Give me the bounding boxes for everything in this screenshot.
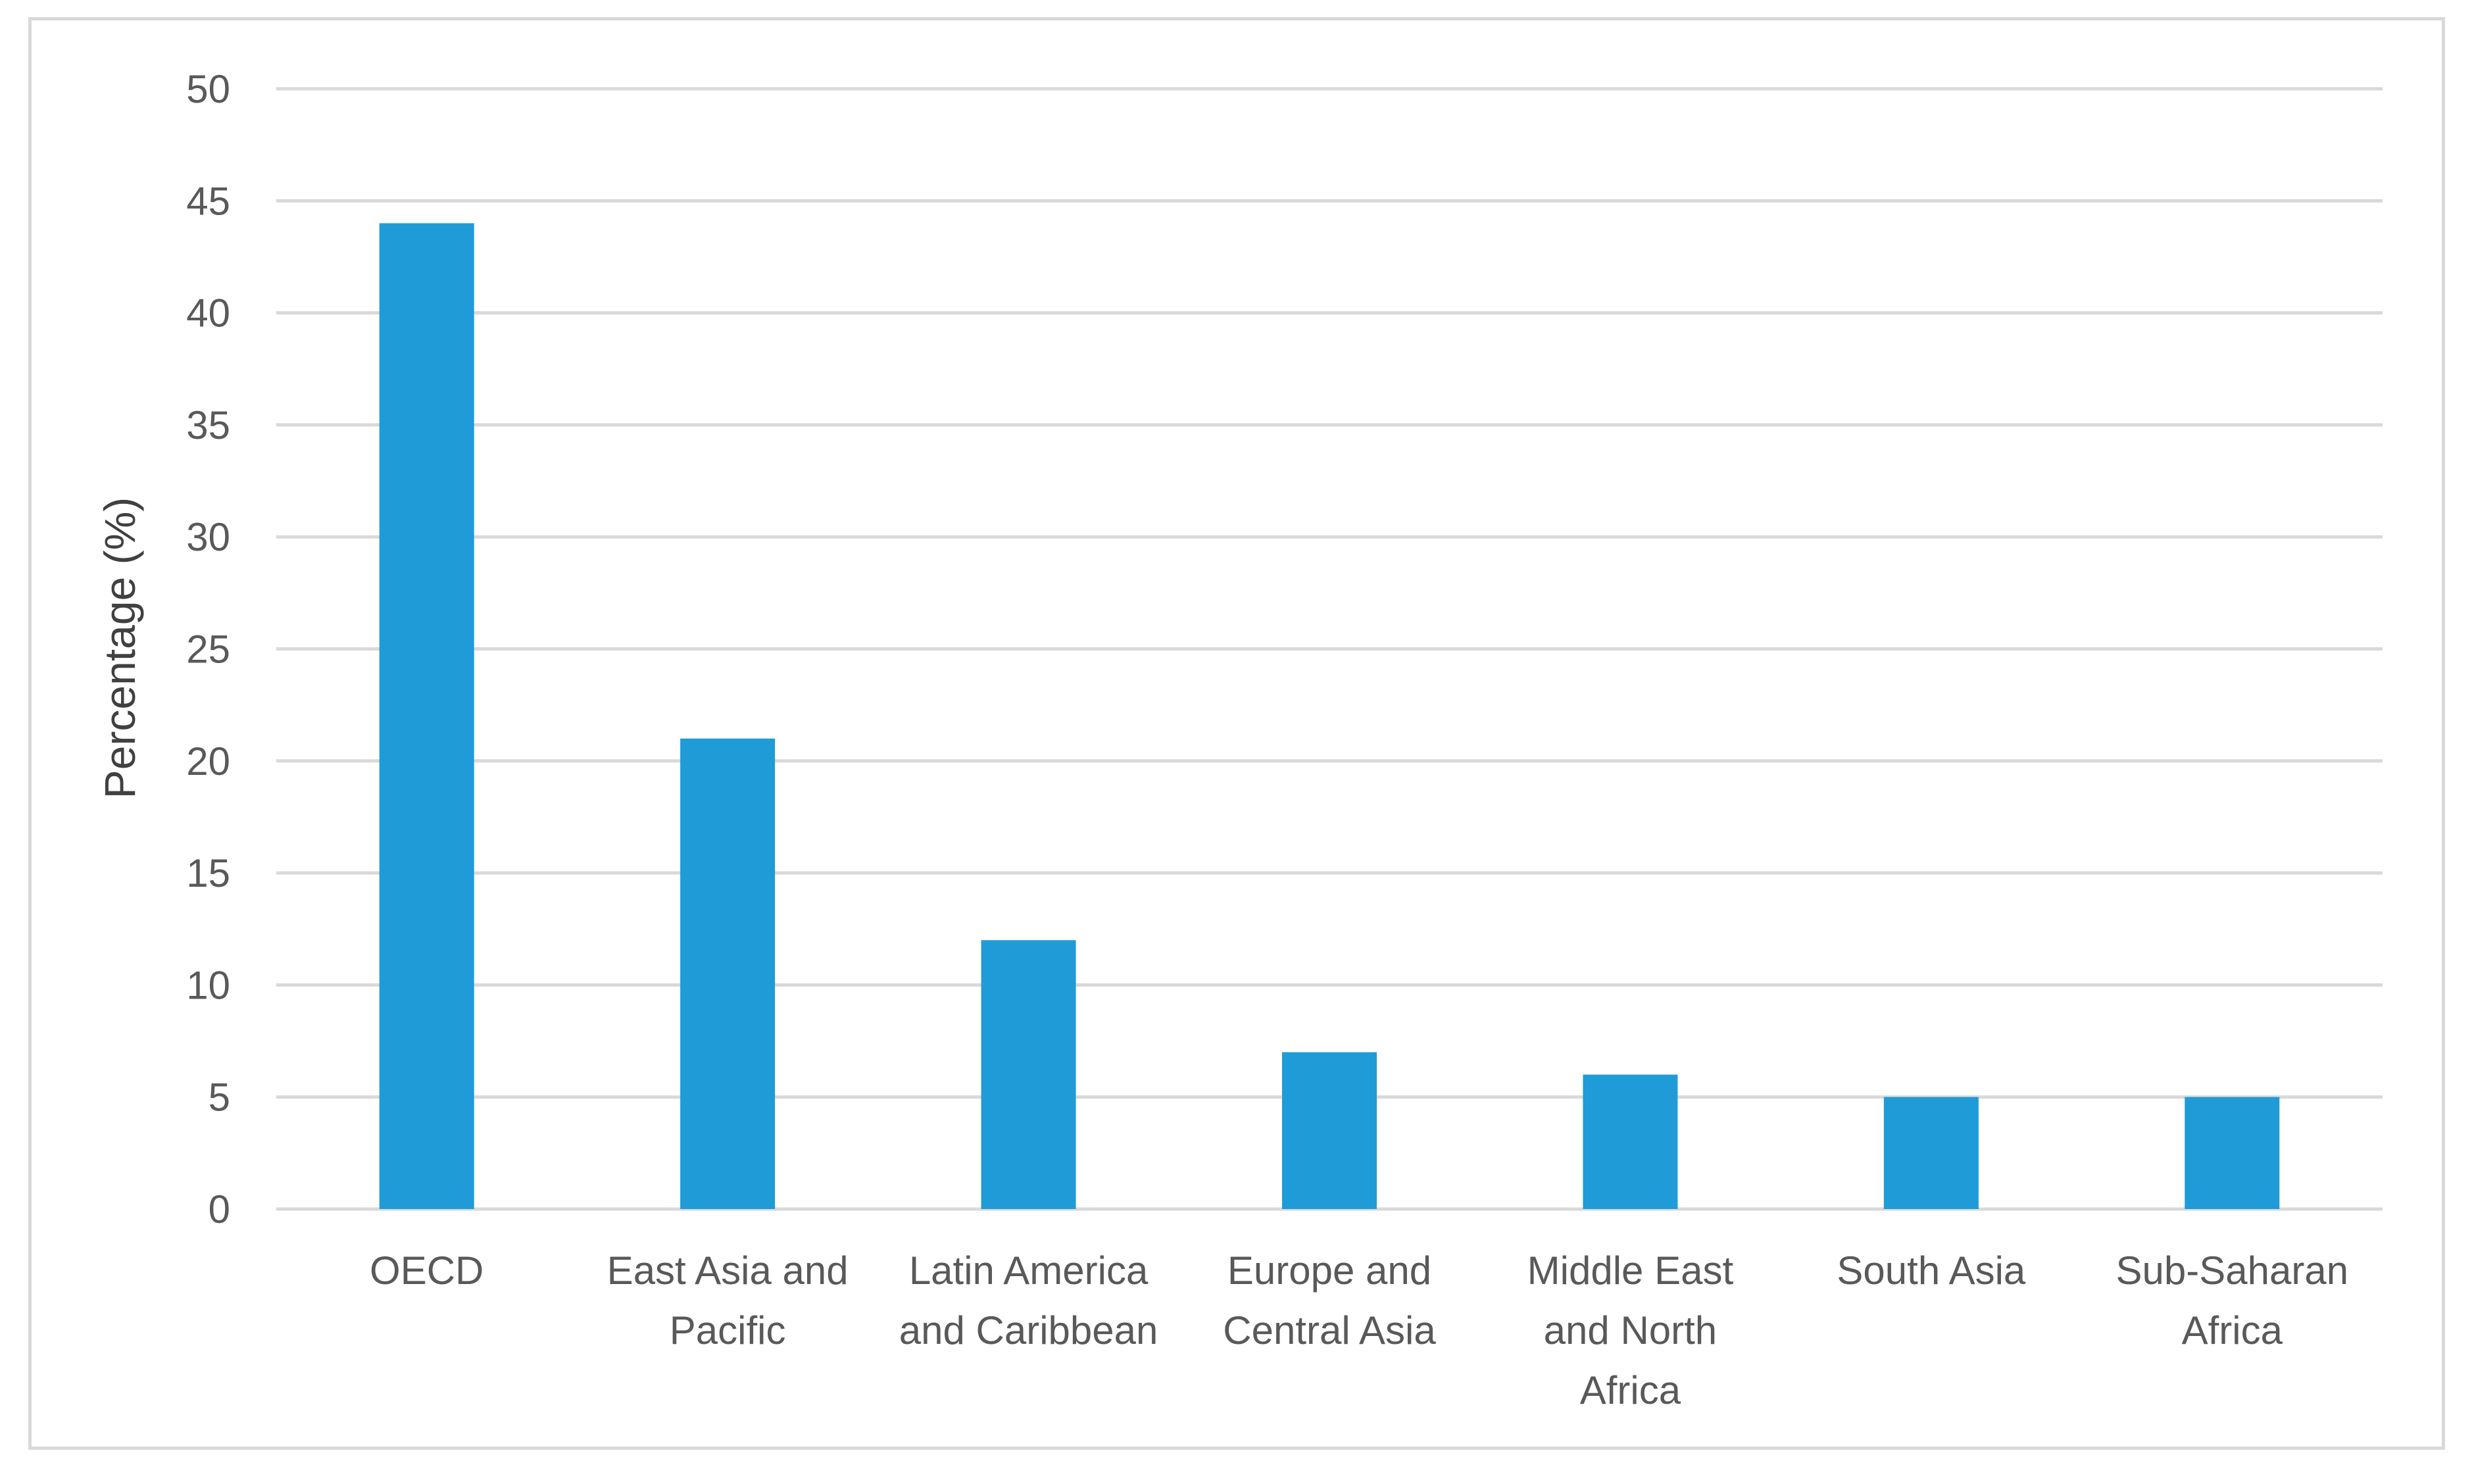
- y-tick-label: 15: [186, 851, 230, 895]
- y-tick-label: 30: [186, 515, 230, 559]
- x-axis-category-labels: OECD East Asia and Pacific Latin America and…: [370, 1249, 2348, 1412]
- x-category-label: Africa: [1580, 1368, 1681, 1412]
- bar: [680, 738, 776, 1209]
- y-tick-label: 5: [209, 1076, 230, 1120]
- bar: [379, 223, 474, 1209]
- x-category-label: and North: [1544, 1308, 1718, 1352]
- bars: [379, 223, 2280, 1209]
- y-tick-label: 50: [186, 67, 230, 111]
- y-tick-label: 40: [186, 291, 230, 335]
- bar: [1282, 1052, 1377, 1209]
- y-axis-title: Percentage (%): [95, 497, 144, 799]
- x-category-label: Middle East: [1527, 1249, 1734, 1293]
- y-tick-label: 0: [209, 1187, 230, 1231]
- y-tick-label: 45: [186, 179, 230, 223]
- x-category-label: Latin America: [909, 1249, 1149, 1293]
- x-category-label: Africa: [2182, 1308, 2283, 1352]
- y-tick-label: 25: [186, 628, 230, 672]
- x-category-label: OECD: [370, 1249, 483, 1293]
- x-category-label: East Asia and: [607, 1249, 849, 1293]
- bar: [1883, 1097, 1979, 1209]
- y-tick-label: 10: [186, 963, 230, 1007]
- x-category-label: Pacific: [670, 1308, 786, 1352]
- x-category-label: and Caribbean: [899, 1308, 1158, 1352]
- bar: [1583, 1074, 1678, 1209]
- x-category-label: Central Asia: [1223, 1308, 1436, 1352]
- x-category-label: South Asia: [1837, 1249, 2026, 1293]
- y-tick-label: 35: [186, 403, 230, 447]
- bar: [2185, 1097, 2280, 1209]
- x-category-label: Europe and: [1227, 1249, 1431, 1293]
- y-axis-tick-labels: 0 5 10 15 20 25 30 35 40 45 50: [186, 67, 230, 1231]
- x-category-label: Sub-Saharan: [2115, 1249, 2348, 1293]
- gridlines: [276, 87, 2383, 1211]
- y-tick-label: 20: [186, 739, 230, 783]
- bar: [981, 940, 1076, 1209]
